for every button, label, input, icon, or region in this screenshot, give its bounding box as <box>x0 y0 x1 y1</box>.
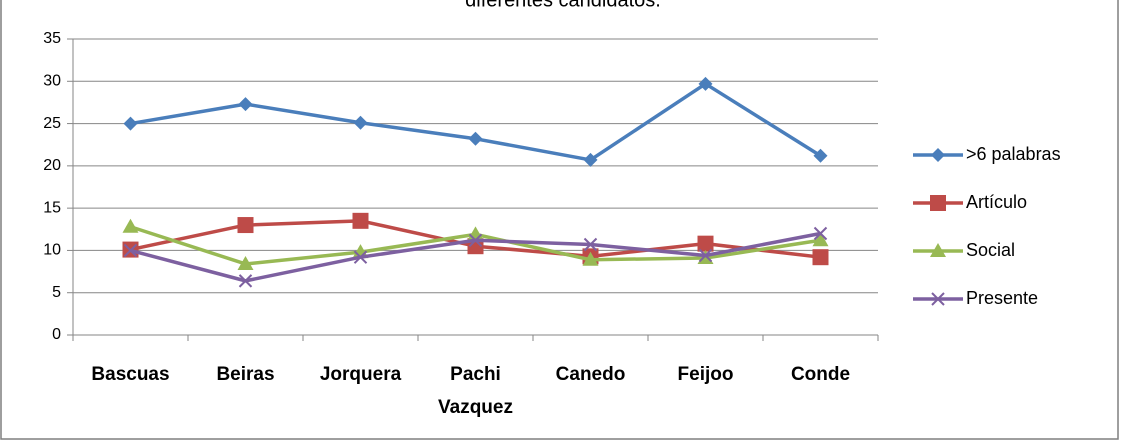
y-tick-label: 25 <box>43 115 61 132</box>
marker <box>238 274 253 288</box>
legend-label: Artículo <box>966 192 1027 212</box>
marker <box>468 131 483 146</box>
x-tick-label: Feijoo <box>678 364 734 385</box>
y-tick-label: 35 <box>43 30 61 47</box>
marker <box>930 195 946 211</box>
marker <box>931 148 945 162</box>
legend-label: Social <box>966 240 1015 260</box>
marker <box>238 97 253 112</box>
marker <box>931 292 945 306</box>
marker <box>930 243 946 257</box>
y-tick-label: 5 <box>52 284 61 301</box>
y-tick-label: 20 <box>43 157 61 174</box>
marker <box>122 218 139 233</box>
legend-label: Presente <box>966 288 1038 308</box>
x-tick-label: Bascuas <box>91 364 169 385</box>
x-tick-label: Pachi Vazquez <box>438 364 513 418</box>
marker <box>123 243 138 258</box>
marker <box>698 76 713 91</box>
y-tick-label: 15 <box>43 199 61 216</box>
marker <box>237 255 254 270</box>
marker <box>123 116 138 131</box>
marker <box>352 244 369 259</box>
marker <box>812 249 829 266</box>
x-tick-label: Beiras <box>216 364 274 385</box>
marker <box>583 152 598 167</box>
chart-title: diferentes candidatos. <box>465 0 661 11</box>
marker <box>468 233 483 247</box>
legend-label: >6 palabras <box>966 144 1061 164</box>
x-tick-label: Canedo <box>556 364 626 385</box>
marker <box>812 232 829 247</box>
marker <box>237 217 254 234</box>
marker <box>813 226 828 241</box>
marker <box>353 250 368 264</box>
marker <box>697 235 714 252</box>
marker <box>352 212 369 229</box>
y-tick-label: 30 <box>43 73 61 90</box>
marker <box>353 115 368 130</box>
x-tick-label: Conde <box>791 364 850 385</box>
marker <box>583 237 598 252</box>
y-tick-label: 10 <box>43 242 61 259</box>
y-tick-label: 0 <box>52 326 61 343</box>
x-tick-label: Jorquera <box>320 364 402 385</box>
marker <box>582 251 599 266</box>
marker <box>698 248 713 263</box>
marker <box>813 148 828 163</box>
